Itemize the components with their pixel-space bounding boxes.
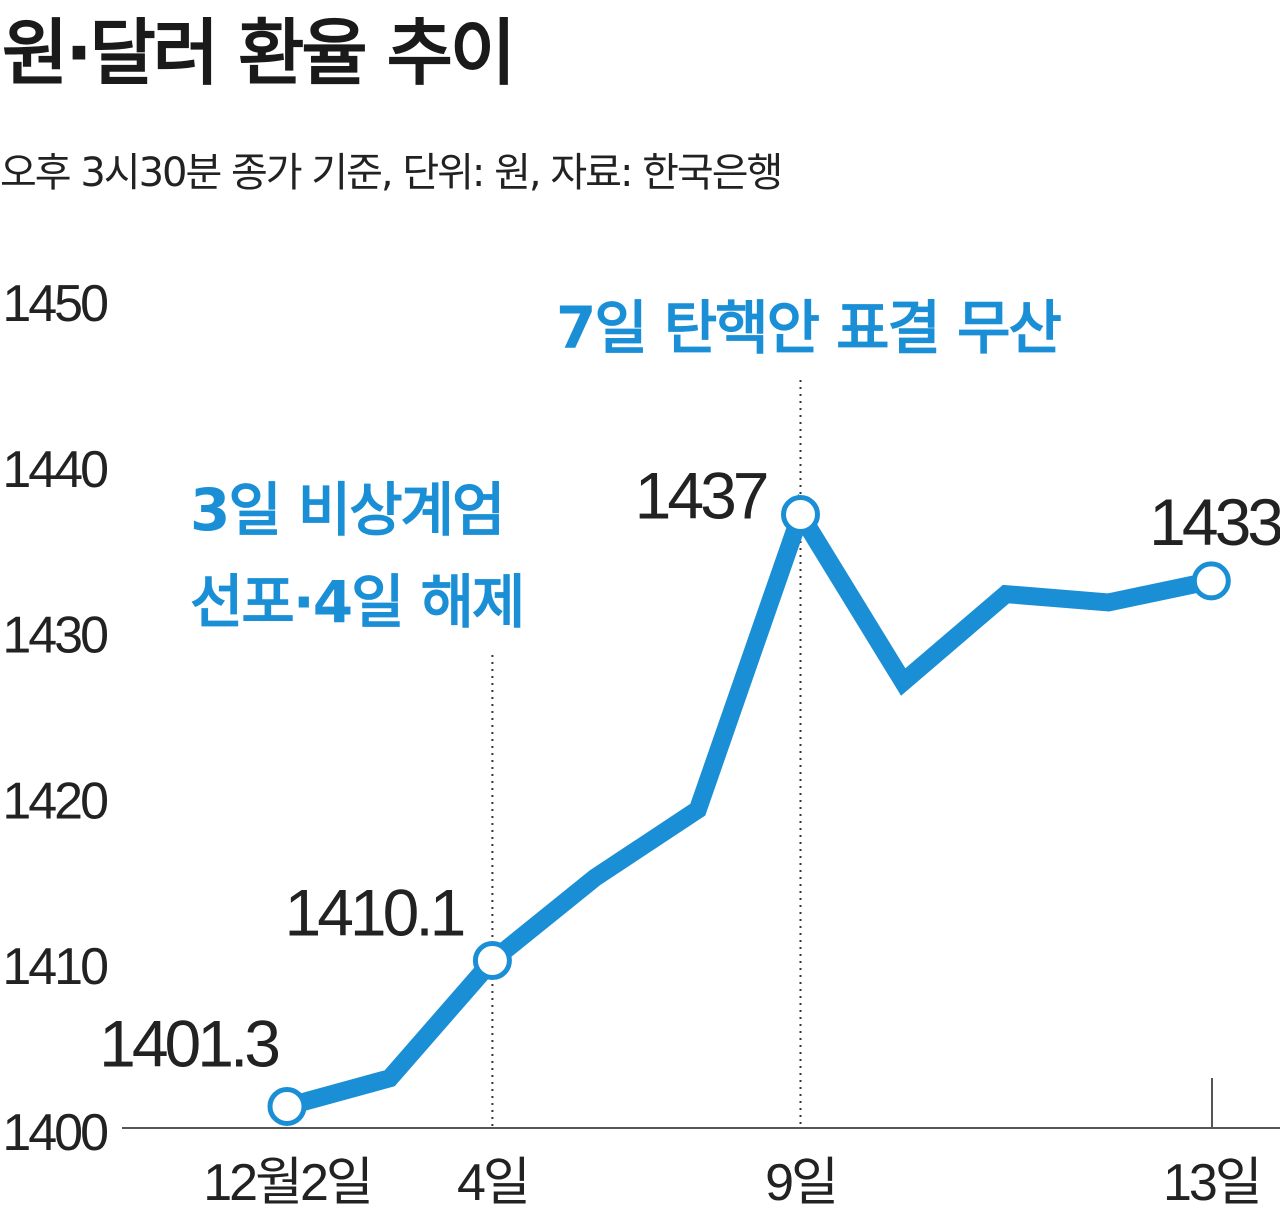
data-point-marker	[781, 495, 820, 535]
y-tick-label: 1400	[2, 1104, 107, 1162]
chart-title: 원·달러 환율 추이	[2, 11, 516, 95]
annotation-text: 3일 비상계엄	[190, 476, 503, 544]
x-tick-label: 12월2일	[203, 1154, 370, 1206]
x-tick-label: 13일	[1163, 1154, 1260, 1206]
data-label: 1410.1	[285, 876, 464, 950]
data-label: 1401.3	[99, 1006, 278, 1080]
y-tick-label: 1440	[2, 441, 107, 499]
y-tick-label: 1430	[2, 607, 107, 665]
y-tick-label: 1450	[2, 275, 107, 333]
data-point-marker	[1191, 561, 1231, 601]
chart-subtitle: 오후 3시30분 종가 기준, 단위: 원, 자료: 한국은행	[0, 150, 783, 196]
data-point-marker	[472, 941, 512, 981]
annotation-text: 선포·4일 해제	[190, 568, 523, 636]
annotation-text: 7일 탄핵안 표결 무산	[556, 294, 1061, 362]
x-tick-label: 4일	[457, 1154, 528, 1206]
y-tick-label: 1410	[2, 938, 107, 996]
y-tick-label: 1420	[2, 772, 107, 830]
data-point-marker	[267, 1086, 307, 1126]
data-label: 1437	[635, 459, 767, 533]
series-line	[284, 493, 1214, 1116]
x-tick-label: 9일	[765, 1154, 836, 1206]
data-label: 1433	[1149, 485, 1280, 559]
